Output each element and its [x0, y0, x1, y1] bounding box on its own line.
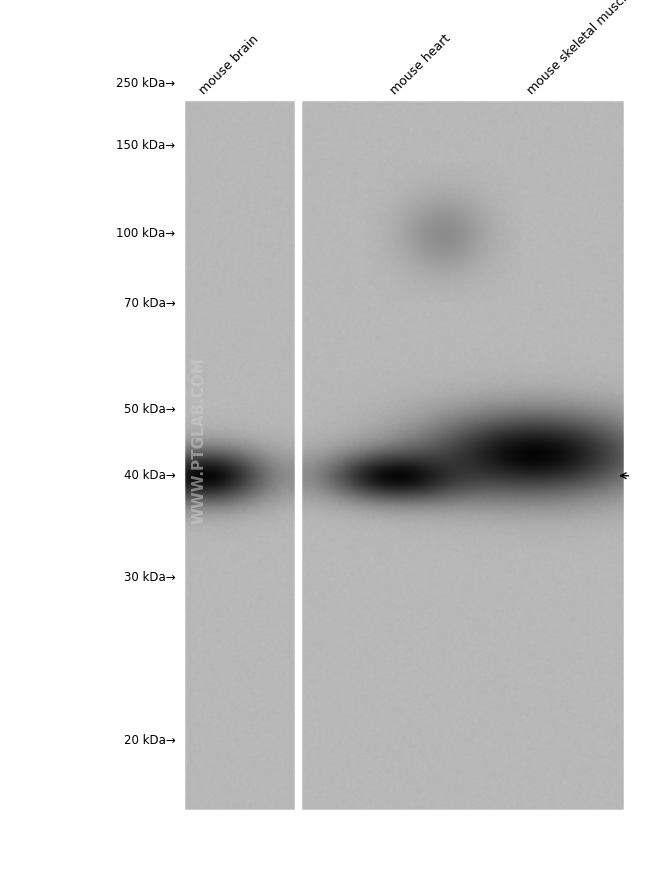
Text: mouse heart: mouse heart [388, 32, 453, 97]
Text: 250 kDa→: 250 kDa→ [116, 78, 176, 90]
Text: 40 kDa→: 40 kDa→ [124, 470, 176, 482]
Text: 100 kDa→: 100 kDa→ [116, 227, 176, 240]
Text: WWW.PTGLAB.COM: WWW.PTGLAB.COM [192, 357, 207, 524]
Text: 20 kDa→: 20 kDa→ [124, 734, 176, 746]
Text: mouse skeletal muscle: mouse skeletal muscle [525, 0, 635, 97]
Text: 150 kDa→: 150 kDa→ [116, 139, 176, 152]
Text: 70 kDa→: 70 kDa→ [124, 298, 176, 310]
Text: mouse brain: mouse brain [196, 33, 261, 97]
Text: 30 kDa→: 30 kDa→ [124, 571, 176, 583]
Text: 50 kDa→: 50 kDa→ [124, 403, 176, 416]
